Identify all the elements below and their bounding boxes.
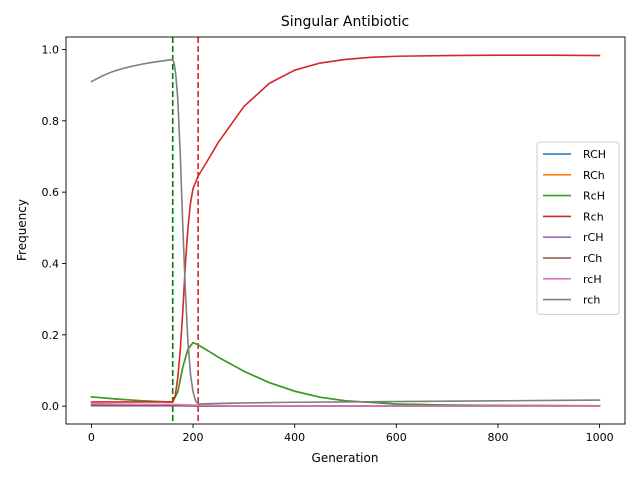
legend-label-RcH: RcH (583, 190, 605, 203)
series-line-rcH (90, 402, 601, 407)
y-tick-label: 0.8 (42, 115, 60, 128)
y-tick-label: 0.2 (42, 329, 60, 342)
legend-label-rCh: rCh (583, 252, 602, 265)
legend-label-rcH: rcH (583, 273, 602, 286)
legend-label-rCH: rCH (583, 231, 603, 244)
y-tick-label: 1.0 (42, 43, 60, 56)
x-tick-label: 800 (487, 431, 508, 444)
y-axis-label: Frequency (15, 199, 29, 261)
plot-area (65, 36, 626, 425)
legend-label-Rch: Rch (583, 210, 604, 223)
legend-label-rch: rch (583, 294, 600, 307)
y-tick-label: 0.0 (42, 400, 60, 413)
series-lines (90, 54, 601, 407)
series-line-rch (90, 58, 601, 405)
legend-frame (536, 141, 620, 315)
y-tick-label: 0.4 (42, 257, 60, 270)
legend: RCH RCh RcH Rch rCH rCh rcH rch (536, 141, 620, 315)
x-tick-label: 400 (284, 431, 305, 444)
plot-frame (65, 36, 626, 425)
legend-label-RCH: RCH (583, 148, 606, 161)
x-tick-label: 200 (183, 431, 204, 444)
x-tick-label: 600 (386, 431, 407, 444)
x-tick-label: 0 (88, 431, 95, 444)
x-tick-label: 1000 (586, 431, 614, 444)
y-tick-label: 0.6 (42, 186, 60, 199)
vertical-markers (171, 37, 199, 424)
x-axis-label: Generation (312, 451, 379, 465)
legend-label-RCh: RCh (583, 169, 605, 182)
x-axis: 0 200 400 600 800 1000 (88, 424, 614, 444)
series-line-Rch (90, 54, 601, 403)
chart-title: Singular Antibiotic (281, 14, 409, 30)
y-axis: 0.0 0.2 0.4 0.6 0.8 1.0 (42, 43, 66, 413)
